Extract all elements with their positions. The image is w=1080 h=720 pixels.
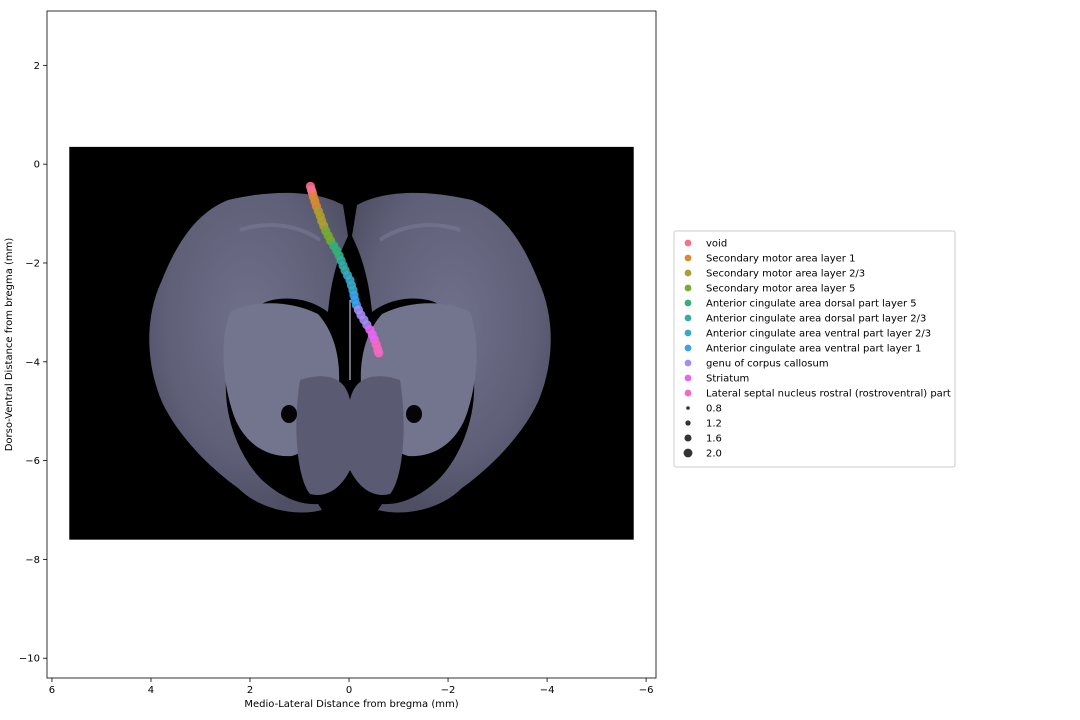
- legend-marker: [684, 239, 692, 247]
- legend-size-marker: [685, 420, 691, 426]
- y-tick-label: −6: [25, 456, 40, 467]
- x-tick-label: 4: [148, 685, 154, 696]
- legend-label: Striatum: [706, 374, 749, 385]
- probe-track-points: [305, 181, 384, 358]
- legend-marker: [684, 314, 692, 322]
- legend-marker: [684, 299, 692, 307]
- x-tick-label: 0: [346, 685, 352, 696]
- brain-outline: [149, 192, 551, 513]
- x-tick-label: −4: [540, 685, 555, 696]
- legend-label: Anterior cingulate area dorsal part laye…: [706, 314, 926, 325]
- x-axis-ticks: 6 4 2 0 −2 −4 −6: [49, 678, 654, 696]
- legend-size-label: 1.6: [706, 434, 722, 445]
- legend-frame: [673, 230, 956, 468]
- legend-size-marker: [684, 434, 692, 442]
- legend: void Secondary motor area layer 1 Secondar…: [673, 230, 956, 468]
- x-tick-label: 2: [247, 685, 253, 696]
- y-axis-label: Dorso-Ventral Distance from bregma (mm): [4, 238, 15, 452]
- y-tick-label: −8: [25, 555, 40, 566]
- y-tick-label: −4: [25, 357, 40, 368]
- x-tick-label: 6: [49, 685, 55, 696]
- brain-section-image: [69, 146, 634, 540]
- legend-marker: [684, 374, 692, 382]
- legend-label: Anterior cingulate area dorsal part laye…: [706, 299, 917, 310]
- y-tick-label: −2: [25, 258, 40, 269]
- legend-label: void: [706, 239, 727, 250]
- legend-marker: [684, 329, 692, 337]
- y-tick-label: 0: [34, 160, 40, 171]
- legend-size-marker: [686, 406, 690, 410]
- legend-size-label: 0.8: [706, 404, 722, 415]
- legend-marker: [684, 344, 692, 352]
- legend-label: Secondary motor area layer 5: [706, 284, 855, 295]
- data-point: [374, 348, 384, 358]
- legend-label: Lateral septal nucleus rostral (rostrove…: [706, 389, 951, 400]
- y-tick-label: 2: [34, 61, 40, 72]
- legend-size-label: 1.2: [706, 419, 722, 430]
- x-axis-label: Medio-Lateral Distance from bregma (mm): [244, 699, 458, 710]
- y-axis-ticks: 2 0 −2 −4 −6 −8 −10: [19, 61, 47, 665]
- legend-marker: [684, 269, 692, 277]
- legend-marker: [684, 254, 692, 262]
- legend-size-marker: [683, 448, 693, 458]
- plot-frame: [46, 10, 657, 679]
- legend-marker: [684, 359, 692, 367]
- x-tick-label: −2: [441, 685, 456, 696]
- legend-marker: [684, 389, 692, 397]
- y-tick-label: −10: [19, 654, 40, 665]
- legend-size-label: 2.0: [706, 449, 722, 460]
- legend-label: Secondary motor area layer 2/3: [706, 269, 865, 280]
- legend-label: Anterior cingulate area ventral part lay…: [706, 329, 931, 340]
- legend-label: genu of corpus callosum: [706, 359, 829, 370]
- legend-label: Anterior cingulate area ventral part lay…: [706, 344, 921, 355]
- x-tick-label: −6: [639, 685, 654, 696]
- legend-marker: [684, 284, 692, 292]
- legend-label: Secondary motor area layer 1: [706, 254, 855, 265]
